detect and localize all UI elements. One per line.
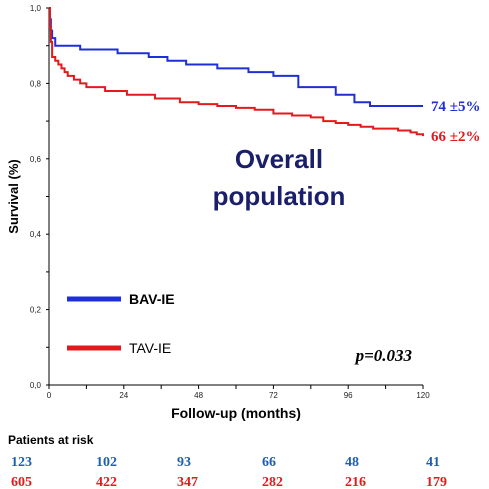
x-tick-label: 0	[47, 391, 52, 400]
x-tick-label: 96	[344, 391, 353, 400]
risk-count-tav-ie: 282	[262, 475, 283, 489]
risk-count-tav-ie: 179	[426, 475, 447, 489]
x-axis-title: Follow-up (months)	[171, 405, 301, 421]
end-survival-label-bav-ie: 74 ±5%	[431, 99, 480, 115]
survival-curve-tav-ie	[48, 7, 424, 137]
risk-count-tav-ie: 216	[345, 475, 366, 489]
legend-label-bav-ie: BAV-IE	[129, 291, 175, 307]
risk-count-bav-ie: 102	[96, 455, 117, 470]
risk-count-tav-ie: 347	[177, 475, 198, 489]
x-tick-label: 72	[269, 391, 278, 400]
risk-count-bav-ie: 41	[426, 455, 440, 470]
y-tick-label: 0,0	[30, 381, 42, 390]
x-tick-label: 24	[119, 391, 128, 400]
y-tick-label: 0,2	[30, 306, 42, 315]
y-tick-label: 0,4	[30, 230, 42, 239]
survival-curve-bav-ie	[48, 7, 423, 108]
x-tick-label: 120	[416, 391, 430, 400]
chart-title-line: Overall	[235, 144, 323, 174]
p-value: p=0.033	[354, 346, 413, 365]
end-survival-label-tav-ie: 66 ±2%	[431, 129, 480, 145]
legend-label-tav-ie: TAV-IE	[129, 340, 171, 356]
chart-title-line: population	[213, 181, 346, 211]
x-tick-label: 48	[194, 391, 203, 400]
risk-table-label: Patients at risk	[8, 433, 94, 447]
y-tick-label: 0,6	[30, 155, 42, 164]
risk-count-bav-ie: 93	[177, 455, 191, 470]
risk-count-tav-ie: 422	[96, 475, 117, 489]
risk-count-bav-ie: 66	[262, 455, 276, 470]
y-axis-title: Survival (%)	[6, 159, 21, 233]
y-tick-label: 0,8	[30, 79, 42, 88]
risk-count-bav-ie: 123	[11, 455, 32, 470]
y-tick-label: 1,0	[30, 4, 42, 13]
risk-count-bav-ie: 48	[345, 455, 359, 470]
risk-count-tav-ie: 605	[11, 475, 32, 489]
